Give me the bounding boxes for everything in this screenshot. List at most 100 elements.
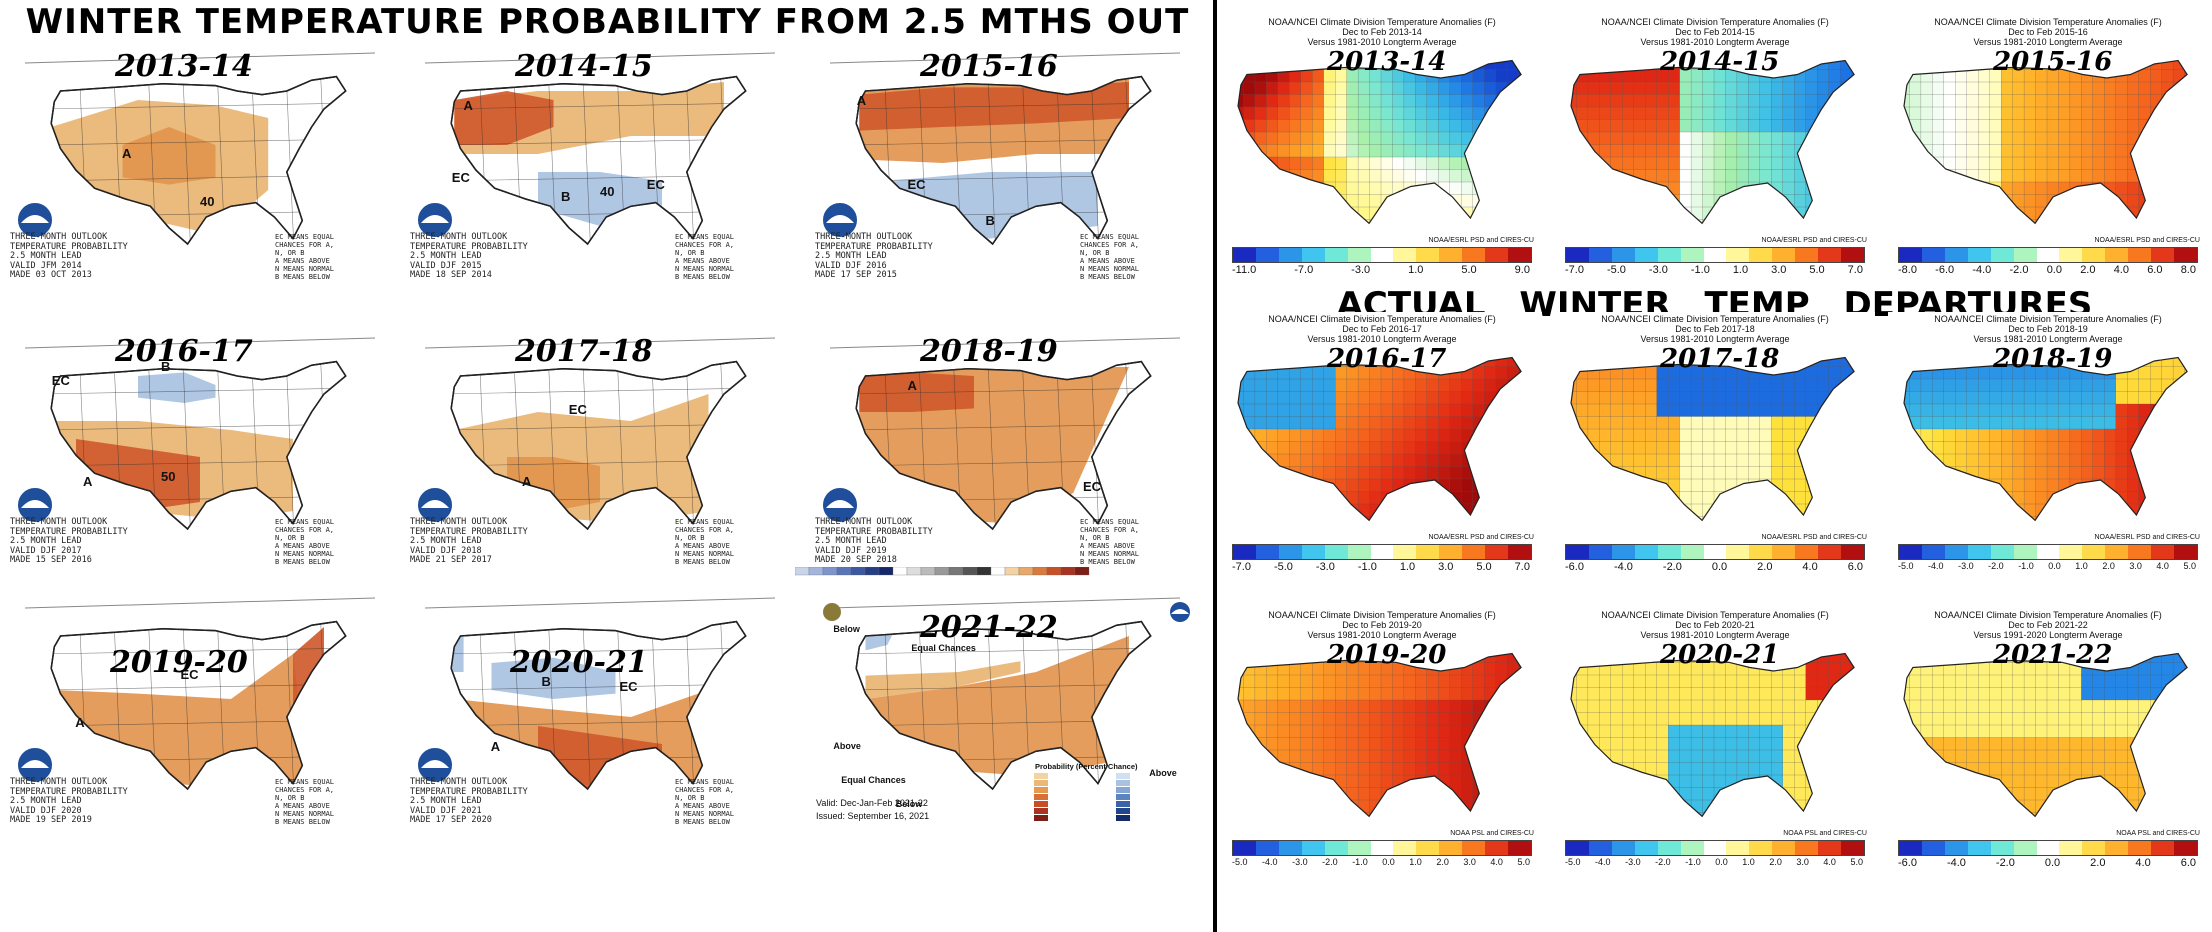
colorbar-swatch — [1611, 545, 1635, 559]
colorbar-swatch — [1324, 841, 1348, 855]
colorbar-tick-label: 5.0 — [2183, 561, 2196, 571]
anomaly-panel-2016-17: NOAA/NCEI Climate Division Temperature A… — [1222, 312, 1542, 582]
outlook-footer-text: THREE-MONTH OUTLOOK TEMPERATURE PROBABIL… — [410, 517, 528, 565]
colorbar-tick-label: -6.0 — [1898, 857, 1917, 869]
colorbar-tick-label: 4.0 — [1490, 857, 1503, 867]
colorbar-swatch — [1703, 545, 1727, 559]
noaa-logo-icon — [821, 201, 859, 239]
colorbar-tick-label: 3.0 — [1438, 561, 1454, 573]
map-region-label: EC — [646, 177, 665, 192]
noaa-logo-icon — [416, 746, 454, 784]
colorbar-tick-label: -7.0 — [1294, 264, 1314, 276]
colorbar-swatch — [1255, 545, 1279, 559]
anomaly-map — [1237, 652, 1522, 818]
season-year-label: 2018-19 — [1993, 344, 2113, 374]
map-region-label: Equal Chances — [841, 774, 906, 785]
colorbar-tick-label: -1.0 — [1357, 561, 1377, 573]
colorbar-swatch — [1324, 248, 1348, 262]
season-year-label: 2017-18 — [1660, 344, 1780, 374]
anomaly-header-line: Dec to Feb 2018-19 — [2008, 324, 2088, 334]
colorbar-swatch — [1588, 841, 1612, 855]
anomaly-header-line: Dec to Feb 2015-16 — [2008, 27, 2088, 37]
outlook-panel-2020-21: B EC A 2020-21 THREE-MONTH OUTLOOK TEMPERATU… — [405, 590, 795, 830]
probability-legend-title: Probability (Percent Chance) — [1035, 762, 1138, 771]
outlook-footer-text: THREE-MONTH OUTLOOK TEMPERATURE PROBABIL… — [10, 777, 128, 825]
colorbar-tick-label: 7.0 — [1847, 264, 1863, 276]
anomaly-panel-2017-18: NOAA/NCEI Climate Division Temperature A… — [1555, 312, 1875, 582]
map-region-label: EC — [180, 666, 199, 682]
colorbar-swatch — [1233, 248, 1256, 262]
anomaly-header-line: Versus 1981-2010 Longterm Average — [1307, 630, 1457, 640]
colorbar-swatch — [1278, 545, 1302, 559]
colorbar-swatch — [1899, 841, 1922, 855]
colorbar-swatch — [2082, 545, 2106, 559]
colorbar-swatch — [1967, 841, 1991, 855]
ec-legend-text: EC MEANS EQUAL CHANCES FOR A, N, OR B A … — [275, 518, 335, 566]
anomaly-panel-2015-16: NOAA/NCEI Climate Division Temperature A… — [1888, 15, 2208, 285]
colorbar-swatch — [1749, 841, 1773, 855]
colorbar-swatch — [1393, 841, 1417, 855]
data-credit: NOAA PSL and CIRES-CU — [1450, 830, 1534, 837]
colorbar-swatch — [1301, 248, 1325, 262]
colorbar-swatch — [2105, 248, 2129, 262]
map-region-label: EC — [907, 177, 926, 192]
outlook-map — [821, 52, 1181, 246]
colorbar-swatch — [1347, 841, 1371, 855]
colorbar-swatch — [1233, 545, 1256, 559]
colorbar-tick-label: -1.0 — [1690, 264, 1710, 276]
colorbar-swatch — [1841, 248, 1864, 262]
map-region-label: A — [83, 474, 93, 489]
colorbar-swatch — [2128, 545, 2152, 559]
map-region-label: EC — [1083, 478, 1102, 494]
colorbar-swatch — [2151, 545, 2175, 559]
anomaly-header-line: NOAA/NCEI Climate Division Temperature A… — [1934, 314, 2162, 324]
map-region-label: A — [522, 474, 532, 489]
colorbar-tick-label: 1.0 — [1742, 857, 1755, 867]
colorbar-ticks: -5.0 -4.0 -3.0 -2.0 -1.0 0.0 1.0 2.0 3.0 4.0 5.0 — [1232, 857, 1530, 867]
colorbar-swatch — [1508, 248, 1531, 262]
colorbar-tick-label: -3.0 — [1648, 264, 1668, 276]
colorbar-tick-label: -2.0 — [1322, 857, 1338, 867]
anomaly-header-line: NOAA/NCEI Climate Division Temperature A… — [1268, 610, 1496, 620]
colorbar-tick-label: 6.0 — [1847, 561, 1863, 573]
colorbar-tick-label: 2.0 — [2080, 264, 2096, 276]
colorbar-swatch — [1680, 545, 1704, 559]
outlook-panel-2019-20: A EC 2019-20 THREE-MONTH OUTLOOK TEMPERATUR… — [5, 590, 395, 830]
season-year-label: 2013-14 — [1327, 47, 1447, 77]
colorbar-tick-label: 0.0 — [2048, 561, 2061, 571]
colorbar-swatch — [2151, 248, 2175, 262]
colorbar-swatch — [1566, 248, 1589, 262]
colorbar-swatch — [1921, 248, 1945, 262]
season-year-label: 2019-20 — [110, 645, 248, 680]
colorbar-swatch — [1416, 545, 1440, 559]
colorbar-ticks: -6.0 -4.0 -2.0 0.0 2.0 4.0 6.0 — [1898, 857, 2196, 869]
colorbar-swatch — [1566, 545, 1589, 559]
colorbar-tick-label: 3.0 — [2129, 561, 2142, 571]
season-year-label: 2020-21 — [510, 645, 648, 680]
outlook-panel-2018-19: A EC 2018-19 THREE-MONTH OUTLOOK TEMPERATUR… — [810, 330, 1200, 570]
ec-legend-text: EC MEANS EQUAL CHANCES FOR A, N, OR B A … — [1080, 518, 1140, 566]
colorbar-swatch — [2036, 841, 2060, 855]
colorbar-swatch — [2128, 841, 2152, 855]
map-region-label: Above — [1149, 767, 1177, 778]
colorbar-swatch — [1439, 841, 1463, 855]
colorbar-swatch — [2013, 248, 2037, 262]
map-region-label: B — [985, 213, 995, 228]
ec-legend-text: EC MEANS EQUAL CHANCES FOR A, N, OR B A … — [275, 778, 335, 826]
colorbar-tick-label: -2.0 — [1655, 857, 1671, 867]
colorbar-tick-label: -4.0 — [1262, 857, 1278, 867]
anomaly-map — [1237, 356, 1522, 522]
colorbar-swatch — [1347, 545, 1371, 559]
colorbar-tick-label: -5.0 — [1606, 264, 1626, 276]
colorbar-swatch — [1657, 248, 1681, 262]
colorbar-swatch — [1749, 545, 1773, 559]
colorbar-tick-label: -5.0 — [1898, 561, 1914, 571]
colorbar-tick-label: -3.0 — [1351, 264, 1371, 276]
colorbar-tick-label: 3.0 — [1771, 264, 1787, 276]
colorbar — [1898, 840, 2198, 856]
outlook-footer-text: THREE-MONTH OUTLOOK TEMPERATURE PROBABIL… — [10, 517, 128, 565]
data-credit: NOAA PSL and CIRES-CU — [2116, 830, 2200, 837]
colorbar-tick-label: -7.0 — [1565, 264, 1584, 276]
data-credit: NOAA/ESRL PSD and CIRES-CU — [1428, 534, 1534, 541]
anomaly-header-line: NOAA/NCEI Climate Division Temperature A… — [1934, 610, 2162, 620]
